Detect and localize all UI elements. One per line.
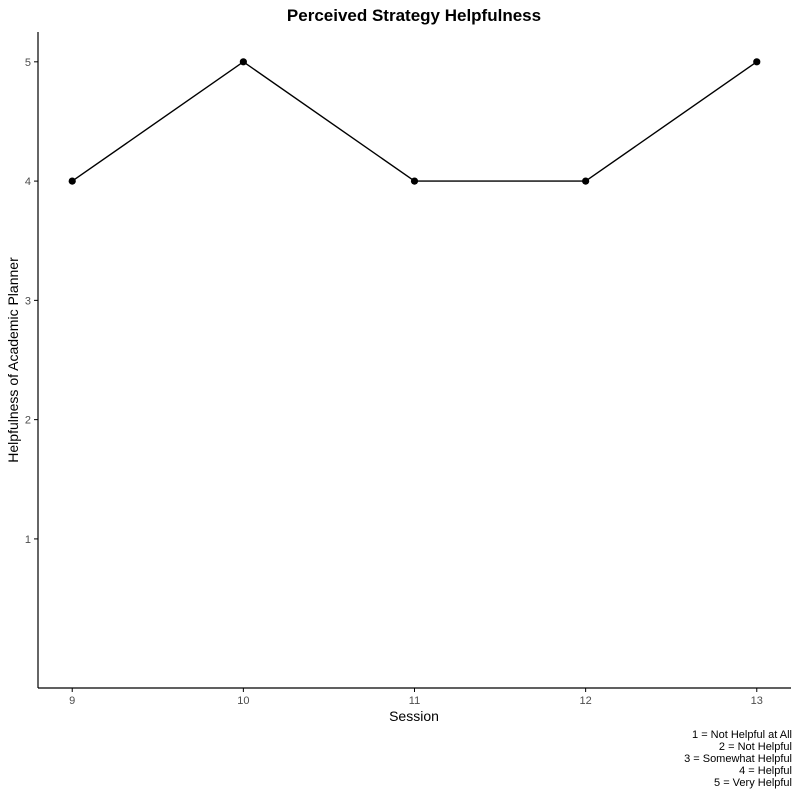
caption-line: 2 = Not Helpful (718, 741, 792, 753)
x-axis-ticks: 9 10 11 12 13 (69, 688, 763, 707)
x-axis-title: Session (389, 708, 439, 724)
y-tick-label: 4 (25, 176, 31, 188)
y-axis-title: Helpfulness of Academic Planner (5, 257, 21, 463)
data-point (410, 177, 419, 185)
x-tick-label: 10 (237, 695, 249, 707)
y-tick-label: 5 (25, 57, 31, 69)
x-tick-label: 11 (409, 695, 420, 707)
caption-line: 1 = Not Helpful at All (692, 729, 792, 741)
x-tick-label: 12 (580, 695, 592, 707)
data-point (753, 58, 761, 66)
caption: 1 = Not Helpful at All 2 = Not Helpful 3… (684, 729, 792, 789)
caption-line: 5 = Very Helpful (714, 777, 792, 789)
caption-line: 3 = Somewhat Helpful (684, 753, 792, 765)
y-tick-label: 1 (25, 534, 31, 546)
data-point (239, 58, 247, 66)
chart-title: Perceived Strategy Helpfulness (287, 6, 541, 25)
data-point (582, 177, 590, 185)
y-tick-label: 2 (25, 415, 31, 427)
data-point (68, 177, 76, 185)
y-axis-ticks: 1 2 3 4 5 (25, 57, 38, 546)
caption-line: 4 = Helpful (739, 765, 792, 777)
y-tick-label: 3 (25, 295, 31, 307)
x-tick-label: 13 (751, 695, 763, 707)
x-tick-label: 9 (69, 695, 75, 707)
series-group (68, 58, 761, 185)
series-line (71, 60, 758, 182)
